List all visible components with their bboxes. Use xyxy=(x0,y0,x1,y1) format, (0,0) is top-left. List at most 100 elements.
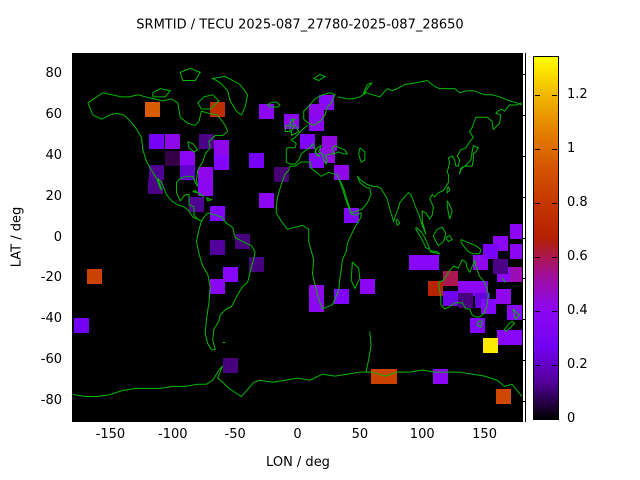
coastline-path xyxy=(447,187,449,193)
coastline-path xyxy=(340,103,522,235)
colorbar-tick-label: 0.6 xyxy=(567,248,588,264)
data-cell xyxy=(197,181,213,197)
colorbar-tick xyxy=(535,364,540,366)
data-cell xyxy=(199,134,214,150)
coastline-path xyxy=(416,227,430,249)
coastline-path xyxy=(285,125,290,131)
colorbar-tick xyxy=(535,310,540,312)
world-coastline-map xyxy=(73,54,522,421)
y-tick-label: -20 xyxy=(40,270,62,286)
coastline-path xyxy=(213,76,248,115)
colorbar-tick xyxy=(552,94,557,96)
coastline-path xyxy=(206,198,211,201)
coastline-path xyxy=(268,102,280,107)
data-cell xyxy=(480,299,496,315)
data-cell xyxy=(423,254,439,270)
data-cell xyxy=(473,281,489,296)
colorbar-tick xyxy=(535,256,540,258)
coastline-path xyxy=(502,278,506,282)
colorbar-tick xyxy=(552,256,557,258)
y-tick-label: 0 xyxy=(53,229,62,245)
coastline-path xyxy=(438,260,488,317)
colorbar-tick-label: 0.2 xyxy=(567,356,588,372)
coastline-path xyxy=(447,201,452,219)
coastline-path xyxy=(304,93,335,126)
coastline-path xyxy=(359,148,365,162)
coastline-path xyxy=(73,366,522,397)
data-cell xyxy=(248,152,264,168)
coastline-path xyxy=(276,162,361,309)
coastline-path xyxy=(198,95,219,109)
coastline-path xyxy=(446,235,452,241)
coastline-path xyxy=(505,321,515,331)
colorbar-tick-label: 0.4 xyxy=(567,302,588,318)
y-tick-label: 20 xyxy=(45,188,62,204)
data-cell xyxy=(197,166,213,182)
colorbar-tick xyxy=(552,310,557,312)
x-tick-label: 100 xyxy=(409,427,435,442)
right-border-tick xyxy=(523,319,525,321)
coastline-path xyxy=(314,74,325,80)
data-cell xyxy=(165,134,181,150)
data-cell xyxy=(495,389,511,404)
colorbar-tick-label: 1.2 xyxy=(567,86,588,102)
x-tick-label: -100 xyxy=(158,427,188,442)
colorbar-tick xyxy=(552,202,557,204)
coastline-path xyxy=(364,83,373,95)
data-cell xyxy=(149,134,165,150)
data-cell xyxy=(213,154,229,170)
data-cell xyxy=(495,289,511,305)
colorbar xyxy=(533,56,559,420)
coastline-path xyxy=(396,219,400,225)
data-cell xyxy=(74,317,90,333)
y-tick-label: 60 xyxy=(45,107,62,123)
data-cell xyxy=(258,193,274,209)
right-border-tick xyxy=(523,359,525,361)
right-border-tick xyxy=(523,155,525,157)
data-cell xyxy=(359,278,375,294)
coastline-path xyxy=(88,93,228,221)
data-cell xyxy=(382,368,398,384)
x-tick-label: -150 xyxy=(95,427,126,442)
data-cell xyxy=(308,103,324,119)
data-cell xyxy=(408,254,424,270)
coastline-path xyxy=(290,119,299,135)
data-cell xyxy=(145,101,161,117)
colorbar-tick-label: 0.8 xyxy=(567,194,588,210)
colorbar-tick-label: 1 xyxy=(567,140,576,156)
colorbar-tick-label: 0 xyxy=(567,411,576,426)
coastline-path xyxy=(337,81,522,105)
coastline-path xyxy=(433,227,445,245)
x-tick-label: -50 xyxy=(224,427,246,442)
x-tick-label: 0 xyxy=(293,427,302,442)
coastline-path xyxy=(461,240,481,254)
y-tick-label: -40 xyxy=(40,311,62,327)
data-cell xyxy=(509,244,522,260)
coastline-path xyxy=(153,89,170,97)
coastline-path xyxy=(193,191,204,197)
coastline-path xyxy=(430,251,440,254)
coastline-path xyxy=(351,262,360,289)
colorbar-tick xyxy=(535,202,540,204)
x-tick-label: 150 xyxy=(472,427,497,442)
chart-title: SRMTID / TECU 2025-087_27780-2025-087_28… xyxy=(136,17,464,33)
data-cell xyxy=(509,266,522,282)
plot-right-double-border xyxy=(525,53,526,422)
data-cell xyxy=(189,197,204,213)
data-cell xyxy=(493,258,509,274)
colorbar-tick xyxy=(552,364,557,366)
right-border-tick xyxy=(523,278,525,280)
coastline-path xyxy=(460,146,479,175)
data-cell xyxy=(248,256,264,272)
coastline-path xyxy=(366,331,371,372)
data-cell xyxy=(149,164,165,180)
data-cell xyxy=(258,103,274,119)
data-cell xyxy=(483,338,499,354)
y-tick-label: 40 xyxy=(45,147,62,163)
data-cell xyxy=(165,150,181,166)
data-cell xyxy=(308,285,324,301)
right-border-tick xyxy=(523,115,525,117)
coastline-path xyxy=(286,125,347,164)
y-tick-label: -80 xyxy=(40,392,62,408)
